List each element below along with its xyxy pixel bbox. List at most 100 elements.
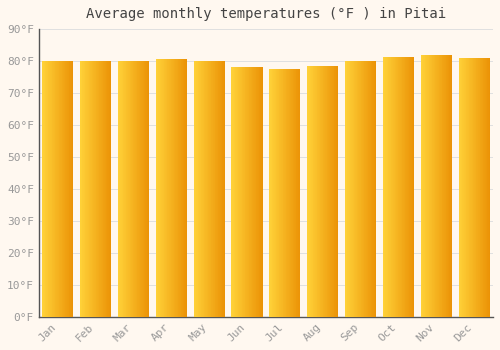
Bar [451, 55, 452, 317]
Bar [110, 61, 111, 317]
Bar [64, 61, 65, 317]
Bar [239, 67, 240, 317]
Bar [270, 69, 271, 317]
Bar [144, 61, 145, 317]
Bar [92, 61, 94, 317]
Bar [120, 61, 121, 317]
Bar [461, 57, 462, 317]
Bar [53, 61, 54, 317]
Bar [385, 57, 386, 317]
Bar [388, 57, 389, 317]
Bar [446, 55, 447, 317]
Bar [98, 61, 100, 317]
Bar [424, 55, 426, 317]
Bar [489, 57, 490, 317]
Bar [240, 67, 241, 317]
Bar [159, 59, 160, 317]
Bar [285, 69, 286, 317]
Bar [436, 55, 437, 317]
Bar [222, 61, 223, 317]
Bar [394, 57, 396, 317]
Bar [331, 65, 332, 317]
Bar [481, 57, 482, 317]
Bar [140, 61, 141, 317]
Bar [184, 59, 186, 317]
Bar [43, 61, 44, 317]
Bar [70, 61, 71, 317]
Bar [448, 55, 450, 317]
Bar [290, 69, 291, 317]
Bar [367, 61, 368, 317]
Bar [232, 67, 233, 317]
Bar [488, 57, 489, 317]
Bar [398, 57, 399, 317]
Bar [102, 61, 104, 317]
Bar [314, 65, 315, 317]
Bar [260, 67, 261, 317]
Bar [241, 67, 242, 317]
Bar [282, 69, 284, 317]
Bar [100, 61, 101, 317]
Bar [94, 61, 95, 317]
Bar [194, 61, 195, 317]
Bar [294, 69, 295, 317]
Bar [58, 61, 59, 317]
Bar [428, 55, 430, 317]
Bar [472, 57, 474, 317]
Bar [444, 55, 445, 317]
Bar [124, 61, 125, 317]
Bar [104, 61, 105, 317]
Bar [277, 69, 278, 317]
Bar [334, 65, 335, 317]
Bar [176, 59, 178, 317]
Bar [319, 65, 320, 317]
Bar [486, 57, 488, 317]
Bar [291, 69, 292, 317]
Bar [61, 61, 62, 317]
Bar [476, 57, 478, 317]
Bar [407, 57, 408, 317]
Bar [206, 61, 207, 317]
Bar [156, 59, 158, 317]
Bar [234, 67, 236, 317]
Bar [195, 61, 196, 317]
Bar [358, 61, 359, 317]
Bar [441, 55, 442, 317]
Bar [329, 65, 330, 317]
Bar [42, 61, 43, 317]
Bar [161, 59, 162, 317]
Bar [221, 61, 222, 317]
Bar [91, 61, 92, 317]
Bar [274, 69, 275, 317]
Bar [326, 65, 328, 317]
Bar [432, 55, 433, 317]
Bar [250, 67, 251, 317]
Bar [278, 69, 280, 317]
Bar [183, 59, 184, 317]
Bar [272, 69, 274, 317]
Bar [465, 57, 466, 317]
Bar [440, 55, 441, 317]
Bar [204, 61, 206, 317]
Bar [84, 61, 85, 317]
Bar [180, 59, 182, 317]
Bar [166, 59, 168, 317]
Bar [202, 61, 203, 317]
Bar [404, 57, 406, 317]
Bar [139, 61, 140, 317]
Bar [209, 61, 210, 317]
Bar [196, 61, 197, 317]
Bar [258, 67, 260, 317]
Bar [220, 61, 221, 317]
Bar [52, 61, 53, 317]
Bar [485, 57, 486, 317]
Bar [410, 57, 411, 317]
Bar [298, 69, 299, 317]
Bar [247, 67, 248, 317]
Bar [72, 61, 74, 317]
Bar [364, 61, 366, 317]
Bar [176, 59, 177, 317]
Bar [466, 57, 467, 317]
Bar [427, 55, 428, 317]
Bar [468, 57, 469, 317]
